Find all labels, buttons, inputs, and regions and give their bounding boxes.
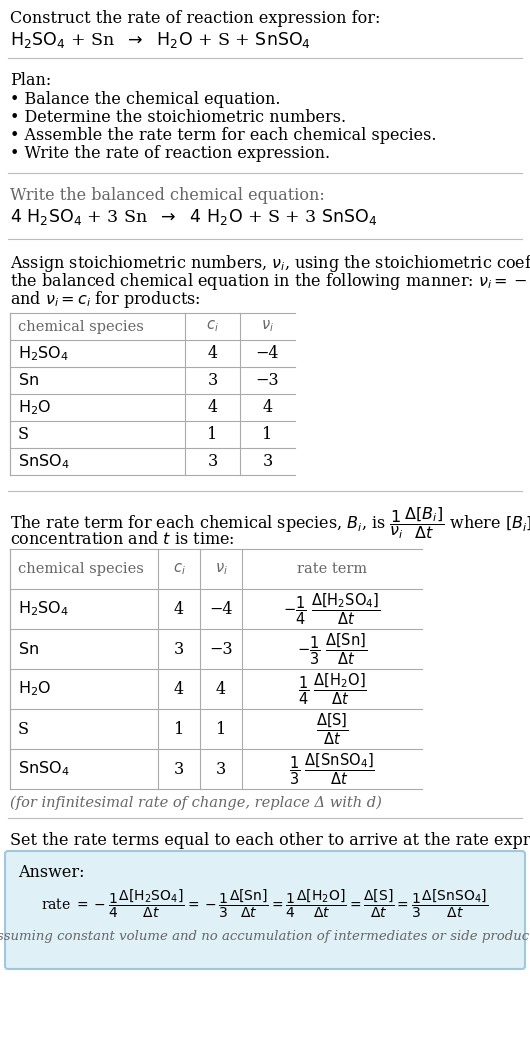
Text: 4: 4 (262, 399, 272, 416)
Text: $\mathrm{Sn}$: $\mathrm{Sn}$ (18, 372, 39, 389)
Text: 1: 1 (216, 720, 226, 738)
Text: $-\dfrac{1}{3}\ \dfrac{\Delta[\mathrm{Sn}]}{\Delta t}$: $-\dfrac{1}{3}\ \dfrac{\Delta[\mathrm{Sn… (297, 631, 367, 667)
Text: $\mathrm{H_2O}$: $\mathrm{H_2O}$ (18, 398, 51, 417)
Text: (for infinitesimal rate of change, replace Δ with d): (for infinitesimal rate of change, repla… (10, 796, 382, 811)
Text: • Balance the chemical equation.: • Balance the chemical equation. (10, 91, 280, 108)
Text: 1: 1 (262, 426, 272, 443)
Text: −4: −4 (209, 600, 233, 618)
Text: Construct the rate of reaction expression for:: Construct the rate of reaction expressio… (10, 10, 381, 27)
Text: Plan:: Plan: (10, 72, 51, 89)
Text: Answer:: Answer: (18, 864, 84, 880)
Text: $\mathrm{Sn}$: $\mathrm{Sn}$ (18, 641, 39, 658)
Text: 3: 3 (216, 761, 226, 777)
Text: $c_i$: $c_i$ (173, 562, 185, 577)
Text: −3: −3 (255, 372, 279, 389)
Text: $\mathrm{SnSO_4}$: $\mathrm{SnSO_4}$ (18, 452, 69, 471)
Text: S: S (18, 426, 29, 443)
Text: $c_i$: $c_i$ (206, 319, 219, 334)
Text: 4: 4 (174, 600, 184, 618)
Text: 1: 1 (207, 426, 218, 443)
Text: $\mathrm{SnSO_4}$: $\mathrm{SnSO_4}$ (18, 760, 69, 778)
Text: S: S (18, 720, 29, 738)
Text: $-\dfrac{1}{4}\ \dfrac{\Delta[\mathrm{H_2SO_4}]}{\Delta t}$: $-\dfrac{1}{4}\ \dfrac{\Delta[\mathrm{H_… (283, 591, 381, 627)
Text: 3: 3 (262, 453, 272, 470)
Text: • Determine the stoichiometric numbers.: • Determine the stoichiometric numbers. (10, 109, 346, 126)
Text: rate $= -\dfrac{1}{4}\dfrac{\Delta[\mathrm{H_2SO_4}]}{\Delta t}= -\dfrac{1}{3}\d: rate $= -\dfrac{1}{4}\dfrac{\Delta[\math… (41, 888, 489, 920)
Text: 3: 3 (174, 641, 184, 658)
Text: $\mathrm{H_2SO_4}$: $\mathrm{H_2SO_4}$ (18, 344, 69, 363)
Text: • Write the rate of reaction expression.: • Write the rate of reaction expression. (10, 145, 330, 162)
Text: Assign stoichiometric numbers, $\nu_i$, using the stoichiometric coefficients, $: Assign stoichiometric numbers, $\nu_i$, … (10, 253, 530, 274)
Text: 3: 3 (207, 372, 218, 389)
Text: 4: 4 (207, 399, 217, 416)
Text: 3: 3 (207, 453, 218, 470)
Text: The rate term for each chemical species, $B_i$, is $\dfrac{1}{\nu_i}\dfrac{\Delt: The rate term for each chemical species,… (10, 505, 530, 541)
Text: $\mathrm{H_2SO_4}$ + Sn  $\rightarrow$  $\mathrm{H_2O}$ + S + $\mathrm{SnSO_4}$: $\mathrm{H_2SO_4}$ + Sn $\rightarrow$ $\… (10, 30, 311, 50)
Text: −3: −3 (209, 641, 233, 658)
Text: $\nu_i$: $\nu_i$ (261, 319, 274, 334)
Text: 4: 4 (216, 680, 226, 697)
Text: and $\nu_i = c_i$ for products:: and $\nu_i = c_i$ for products: (10, 289, 200, 311)
Text: −4: −4 (256, 345, 279, 362)
Text: • Assemble the rate term for each chemical species.: • Assemble the rate term for each chemic… (10, 127, 437, 144)
Text: 1: 1 (174, 720, 184, 738)
Text: $\dfrac{1}{4}\ \dfrac{\Delta[\mathrm{H_2O}]}{\Delta t}$: $\dfrac{1}{4}\ \dfrac{\Delta[\mathrm{H_2… (297, 671, 366, 706)
Text: 4: 4 (174, 680, 184, 697)
Text: Set the rate terms equal to each other to arrive at the rate expression:: Set the rate terms equal to each other t… (10, 832, 530, 849)
Text: $\dfrac{1}{3}\ \dfrac{\Delta[\mathrm{SnSO_4}]}{\Delta t}$: $\dfrac{1}{3}\ \dfrac{\Delta[\mathrm{SnS… (289, 751, 375, 787)
Text: 4: 4 (207, 345, 217, 362)
Text: $4\ \mathrm{H_2SO_4}$ + 3 Sn  $\rightarrow$  $4\ \mathrm{H_2O}$ + S + 3 $\mathrm: $4\ \mathrm{H_2SO_4}$ + 3 Sn $\rightarro… (10, 207, 377, 227)
Text: chemical species: chemical species (18, 320, 144, 333)
Text: concentration and $t$ is time:: concentration and $t$ is time: (10, 531, 235, 548)
Text: $\mathrm{H_2O}$: $\mathrm{H_2O}$ (18, 679, 51, 698)
Text: Write the balanced chemical equation:: Write the balanced chemical equation: (10, 187, 325, 204)
Text: rate term: rate term (297, 562, 367, 576)
FancyBboxPatch shape (5, 851, 525, 969)
Text: $\dfrac{\Delta[\mathrm{S}]}{\Delta t}$: $\dfrac{\Delta[\mathrm{S}]}{\Delta t}$ (316, 712, 348, 747)
Text: (assuming constant volume and no accumulation of intermediates or side products): (assuming constant volume and no accumul… (0, 931, 530, 943)
Text: chemical species: chemical species (18, 562, 144, 576)
Text: $\mathrm{H_2SO_4}$: $\mathrm{H_2SO_4}$ (18, 599, 69, 618)
Text: the balanced chemical equation in the following manner: $\nu_i = -c_i$ for react: the balanced chemical equation in the fo… (10, 271, 530, 292)
Text: $\nu_i$: $\nu_i$ (215, 562, 227, 577)
Text: 3: 3 (174, 761, 184, 777)
